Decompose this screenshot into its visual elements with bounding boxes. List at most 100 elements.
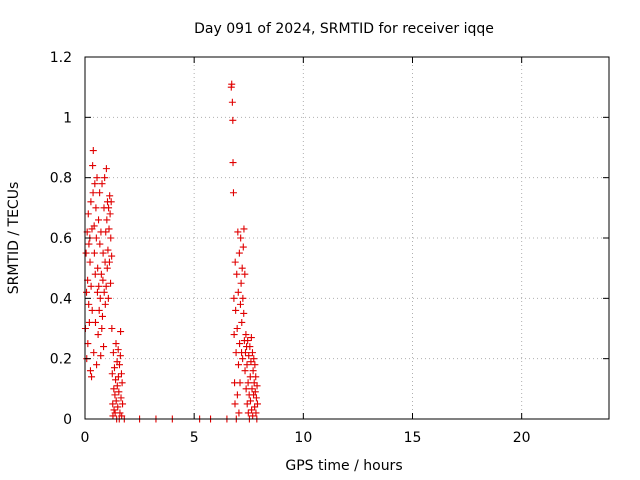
- data-point: [83, 288, 91, 296]
- data-point: [90, 349, 98, 357]
- y-tick-label: 0.2: [50, 352, 72, 368]
- data-point: [242, 331, 250, 339]
- data-point: [253, 382, 261, 390]
- x-axis-ticks: 0 5 10 15 20: [81, 57, 531, 446]
- data-point: [95, 282, 103, 290]
- data-point: [87, 282, 95, 290]
- data-point: [233, 391, 241, 399]
- data-point: [246, 397, 254, 405]
- data-point: [85, 318, 93, 326]
- data-point: [242, 385, 250, 393]
- data-point: [245, 352, 253, 360]
- data-point: [241, 367, 249, 375]
- data-point: [88, 306, 96, 314]
- data-point: [102, 282, 110, 290]
- data-point: [107, 279, 115, 287]
- data-point: [234, 361, 242, 369]
- data-point: [228, 80, 236, 88]
- data-point: [108, 252, 116, 260]
- data-point: [108, 370, 116, 378]
- data-point: [111, 391, 119, 399]
- x-tick-label: 15: [404, 430, 422, 446]
- data-point: [232, 306, 240, 314]
- plot-frame: [84, 56, 610, 420]
- data-point: [230, 331, 238, 339]
- data-point: [89, 189, 97, 197]
- y-tick-label: 0: [63, 412, 72, 428]
- data-point: [236, 379, 244, 387]
- data-point: [105, 258, 113, 266]
- data-point: [90, 222, 98, 230]
- data-point: [244, 379, 252, 387]
- data-point: [82, 249, 90, 257]
- data-point: [113, 382, 121, 390]
- x-tick-label: 5: [190, 430, 199, 446]
- data-point: [92, 234, 100, 242]
- data-point: [88, 373, 96, 381]
- data-point: [95, 216, 103, 224]
- x-axis-label: GPS time / hours: [285, 458, 402, 474]
- data-point: [106, 210, 114, 218]
- data-point: [230, 294, 238, 302]
- data-point: [234, 228, 242, 236]
- data-point: [84, 340, 92, 348]
- data-point: [96, 189, 104, 197]
- data-point: [93, 288, 101, 296]
- y-tick-label: 1.2: [50, 50, 72, 66]
- data-point: [117, 370, 125, 378]
- data-point: [103, 216, 111, 224]
- data-point: [92, 204, 100, 212]
- data-point: [85, 300, 93, 308]
- data-point: [251, 388, 259, 396]
- data-point: [84, 210, 92, 218]
- data-point: [248, 349, 256, 357]
- data-point: [95, 306, 103, 314]
- data-point: [233, 270, 241, 278]
- data-point: [229, 189, 237, 197]
- data-point: [247, 334, 255, 342]
- data-point: [112, 340, 120, 348]
- data-point: [104, 246, 112, 254]
- data-point: [252, 409, 260, 417]
- gridlines: [85, 57, 609, 419]
- data-point: [93, 361, 101, 369]
- data-point: [112, 397, 120, 405]
- data-point: [235, 409, 243, 417]
- data-point: [97, 270, 105, 278]
- x-tick-label: 10: [294, 430, 312, 446]
- data-point: [99, 249, 107, 257]
- y-axis-ticks: 0 0.2 0.4 0.6 0.8 1 1.2: [50, 50, 609, 428]
- data-point: [105, 225, 113, 233]
- data-point: [239, 294, 247, 302]
- data-point: [98, 325, 106, 332]
- data-point: [109, 400, 117, 408]
- data-point: [110, 364, 118, 372]
- y-tick-label: 0.4: [50, 291, 72, 307]
- data-point: [86, 258, 94, 266]
- x-tick-label: 20: [513, 430, 531, 446]
- data-point: [229, 159, 237, 167]
- data-point: [89, 147, 97, 155]
- data-point: [104, 294, 112, 302]
- data-point: [115, 361, 123, 369]
- data-point: [98, 312, 106, 320]
- data-point: [239, 243, 247, 251]
- data-point: [108, 325, 116, 332]
- data-point: [109, 349, 117, 357]
- data-point: [96, 294, 104, 302]
- data-point: [89, 162, 97, 170]
- y-tick-label: 0.6: [50, 231, 72, 247]
- data-point: [246, 343, 254, 351]
- data-point: [250, 355, 258, 363]
- data-point: [107, 234, 115, 242]
- data-point: [110, 385, 118, 393]
- data-point: [114, 403, 122, 411]
- data-point: [101, 174, 109, 182]
- data-point: [91, 270, 99, 278]
- data-point: [98, 180, 106, 188]
- data-point: [237, 279, 245, 287]
- data-point: [251, 361, 259, 369]
- data-point: [91, 180, 99, 188]
- data-point: [105, 204, 113, 212]
